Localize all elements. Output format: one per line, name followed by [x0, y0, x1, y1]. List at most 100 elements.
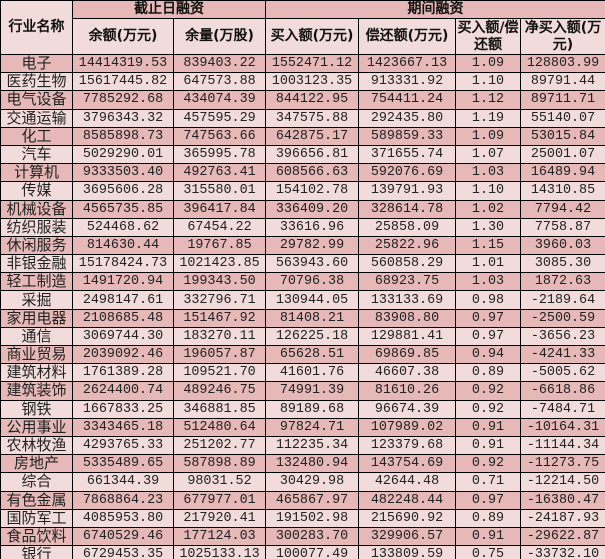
cell-buy-amount: 1003123.35	[265, 72, 359, 92]
cell-balance: 4293765.33	[72, 435, 174, 456]
cell-net-buy: -6618.86	[520, 381, 605, 401]
cell-industry: 家用电器	[0, 308, 73, 328]
cell-balance: 15178424.73	[72, 254, 174, 274]
cell-repay-amount: 215690.92	[358, 508, 456, 528]
cell-buy-amount: 74991.39	[265, 381, 359, 401]
header-volume: 余量(万股)	[173, 18, 266, 55]
header-net-buy: 净买入额(万元)	[520, 18, 605, 55]
cell-net-buy: -10164.31	[520, 417, 605, 437]
cell-ratio: 0.91	[455, 417, 521, 437]
table-row: 家用电器 2108685.48 151467.92 81408.21 83908.80 0…	[0, 308, 605, 328]
header-buy-repay-ratio: 买入额/偿还额	[455, 18, 521, 55]
cell-buy-amount: 29782.99	[265, 235, 359, 256]
cell-buy-amount: 97824.71	[265, 417, 359, 437]
cell-repay-amount: 133809.59	[358, 545, 456, 559]
cell-ratio: 1.15	[455, 235, 521, 256]
cell-balance: 5335489.65	[72, 454, 174, 474]
cell-industry: 银行	[0, 545, 73, 559]
cell-net-buy: 1872.63	[520, 272, 605, 292]
cell-buy-amount: 33616.96	[265, 217, 359, 237]
cell-buy-amount: 30429.98	[265, 472, 359, 492]
cell-volume: 251202.77	[173, 435, 266, 456]
cell-repay-amount: 46607.38	[358, 363, 456, 383]
cell-repay-amount: 1423667.13	[358, 53, 456, 74]
table-row: 医药生物 15617445.82 647573.88 1003123.35 913331…	[0, 72, 605, 92]
table-row: 交通运输 3796343.32 457595.29 347575.88 292435.8…	[0, 108, 605, 128]
cell-ratio: 1.03	[455, 163, 521, 183]
cell-ratio: 0.97	[455, 326, 521, 347]
cell-net-buy: 89711.71	[520, 90, 605, 110]
cell-volume: 365995.78	[173, 144, 266, 165]
cell-volume: 747563.66	[173, 126, 266, 146]
cell-balance: 6729453.35	[72, 545, 174, 559]
cell-repay-amount: 143754.69	[358, 454, 456, 474]
cell-balance: 7785292.68	[72, 90, 174, 110]
cell-volume: 1021423.85	[173, 254, 266, 274]
cell-balance: 5029290.01	[72, 144, 174, 165]
cell-net-buy: -16380.47	[520, 490, 605, 510]
cell-ratio: 1.09	[455, 53, 521, 74]
cell-industry: 综合	[0, 472, 73, 492]
cell-ratio: 1.09	[455, 126, 521, 146]
cell-industry: 采掘	[0, 290, 73, 310]
cell-repay-amount: 133133.69	[358, 290, 456, 310]
cell-repay-amount: 560858.29	[358, 254, 456, 274]
cell-balance: 2498147.61	[72, 290, 174, 310]
cell-buy-amount: 300283.70	[265, 526, 359, 547]
cell-volume: 315580.01	[173, 181, 266, 201]
cell-balance: 1491720.94	[72, 272, 174, 292]
cell-ratio: 1.02	[455, 199, 521, 219]
cell-ratio: 0.91	[455, 435, 521, 456]
cell-repay-amount: 589859.33	[358, 126, 456, 146]
cell-industry: 建筑装饰	[0, 381, 73, 401]
cell-net-buy: 7794.42	[520, 199, 605, 219]
cell-repay-amount: 25822.96	[358, 235, 456, 256]
cell-industry: 电子	[0, 53, 73, 74]
cell-industry: 化工	[0, 126, 73, 146]
cell-ratio: 0.94	[455, 344, 521, 365]
cell-buy-amount: 65628.51	[265, 344, 359, 365]
cell-repay-amount: 371655.74	[358, 144, 456, 165]
cell-ratio: 1.01	[455, 254, 521, 274]
cell-balance: 15617445.82	[72, 72, 174, 92]
cell-volume: 434074.39	[173, 90, 266, 110]
cell-repay-amount: 107989.02	[358, 417, 456, 437]
cell-repay-amount: 68923.75	[358, 272, 456, 292]
table-row: 电子 14414319.53 839403.22 1552471.12 1423667.…	[0, 53, 605, 74]
cell-industry: 钢铁	[0, 399, 73, 419]
cell-net-buy: -4241.33	[520, 344, 605, 365]
cell-ratio: 0.91	[455, 526, 521, 547]
cell-industry: 国防军工	[0, 508, 73, 528]
cell-repay-amount: 328614.78	[358, 199, 456, 219]
cell-balance: 14414319.53	[72, 53, 174, 74]
cell-net-buy: -29622.87	[520, 526, 605, 547]
table-row: 钢铁 1667833.25 346881.85 89189.68 96674.39 0.9…	[0, 399, 605, 419]
cell-ratio: 0.97	[455, 308, 521, 328]
cell-buy-amount: 81408.21	[265, 308, 359, 328]
header-group-period-financing: 期间融资	[265, 0, 605, 19]
cell-ratio: 0.92	[455, 381, 521, 401]
cell-net-buy: 16489.94	[520, 163, 605, 183]
cell-net-buy: -5005.62	[520, 363, 605, 383]
cell-volume: 67454.22	[173, 217, 266, 237]
cell-repay-amount: 592076.69	[358, 163, 456, 183]
cell-ratio: 1.10	[455, 72, 521, 92]
cell-industry: 轻工制造	[0, 272, 73, 292]
header-balance: 余额(万元)	[72, 18, 174, 55]
cell-industry: 公用事业	[0, 417, 73, 437]
header-industry: 行业名称	[0, 0, 73, 55]
cell-buy-amount: 130944.05	[265, 290, 359, 310]
cell-industry: 机械设备	[0, 199, 73, 219]
cell-volume: 489246.75	[173, 381, 266, 401]
cell-balance: 814630.44	[72, 235, 174, 256]
cell-ratio: 1.30	[455, 217, 521, 237]
cell-industry: 通信	[0, 326, 73, 347]
cell-industry: 纺织服装	[0, 217, 73, 237]
cell-volume: 109521.70	[173, 363, 266, 383]
cell-net-buy: 3085.30	[520, 254, 605, 274]
table-row: 通信 3069744.30 183270.11 126225.18 129881.41 0…	[0, 326, 605, 347]
table-row: 计算机 9333503.40 492763.41 608566.63 592076.69…	[0, 163, 605, 183]
cell-buy-amount: 89189.68	[265, 399, 359, 419]
cell-repay-amount: 69869.85	[358, 344, 456, 365]
table-row: 汽车 5029290.01 365995.78 396656.81 371655.74 1…	[0, 144, 605, 165]
